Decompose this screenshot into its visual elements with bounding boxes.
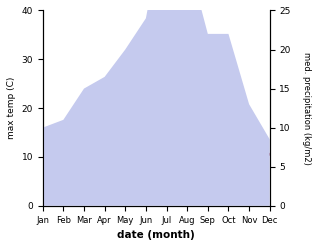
Y-axis label: med. precipitation (kg/m2): med. precipitation (kg/m2)	[302, 52, 311, 165]
Y-axis label: max temp (C): max temp (C)	[7, 77, 16, 139]
X-axis label: date (month): date (month)	[117, 230, 195, 240]
